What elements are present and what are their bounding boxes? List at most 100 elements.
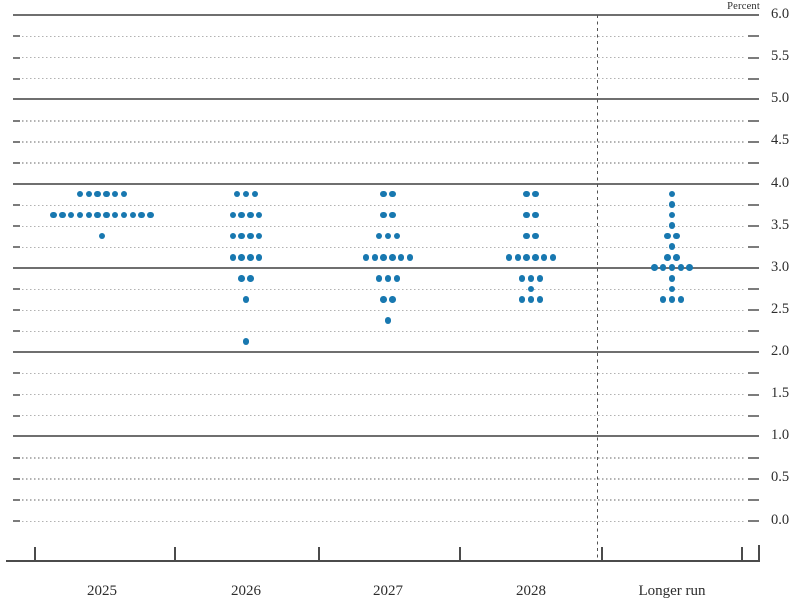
projection-dot bbox=[103, 190, 110, 198]
y-minor-tick-left bbox=[13, 477, 20, 480]
y-minor-tick-left bbox=[13, 456, 20, 459]
projection-dot bbox=[247, 274, 254, 282]
projection-dot bbox=[532, 190, 539, 198]
x-axis-tick bbox=[174, 547, 176, 561]
y-minor-tick-left bbox=[13, 35, 20, 38]
projection-dot bbox=[255, 253, 263, 261]
y-minor-tick-right bbox=[748, 477, 759, 480]
gridline-dotted bbox=[22, 330, 744, 333]
projection-dot bbox=[664, 253, 671, 261]
y-axis-tick-label: 2.0 bbox=[771, 343, 790, 359]
projection-dot bbox=[523, 211, 530, 219]
projection-dot bbox=[668, 190, 676, 198]
projection-dot bbox=[523, 190, 530, 198]
y-minor-tick-right bbox=[748, 519, 759, 522]
gridline-dotted bbox=[22, 204, 744, 206]
y-axis-tick-label: 1.5 bbox=[771, 385, 790, 402]
projection-dot bbox=[375, 232, 383, 240]
projection-dot bbox=[380, 211, 387, 219]
projection-dot bbox=[668, 285, 676, 293]
projection-dot bbox=[668, 264, 676, 272]
projection-dot bbox=[242, 296, 250, 303]
projection-dot bbox=[389, 253, 396, 261]
projection-dot bbox=[255, 232, 263, 240]
projection-dot bbox=[111, 190, 119, 198]
projection-dot bbox=[536, 296, 544, 303]
projection-dot bbox=[659, 264, 667, 272]
projection-dot bbox=[527, 274, 535, 282]
y-minor-tick-right bbox=[748, 35, 759, 38]
x-axis-line bbox=[6, 560, 760, 562]
projection-dot bbox=[138, 211, 145, 219]
projection-dot bbox=[242, 338, 250, 345]
projection-dot bbox=[380, 253, 387, 261]
y-minor-tick-left bbox=[13, 330, 20, 333]
projection-dot bbox=[393, 232, 401, 240]
projection-dot bbox=[677, 296, 685, 303]
projection-dot bbox=[229, 211, 237, 219]
projection-dot bbox=[532, 211, 539, 219]
x-axis-tick bbox=[459, 547, 461, 561]
y-axis-tick-label: 5.0 bbox=[771, 90, 790, 107]
x-axis-tick bbox=[601, 547, 603, 561]
y-minor-tick-right bbox=[748, 456, 759, 459]
projection-dot bbox=[247, 232, 254, 240]
gridline-solid bbox=[13, 98, 759, 101]
longer-run-separator-line bbox=[597, 15, 599, 561]
projection-dot bbox=[371, 253, 379, 261]
x-axis-label: 2027 bbox=[373, 583, 403, 599]
gridline-dotted bbox=[22, 415, 744, 417]
y-minor-tick-left bbox=[13, 519, 20, 522]
y-axis-tick-label: 2.5 bbox=[771, 300, 790, 317]
gridline-dotted bbox=[22, 499, 744, 501]
projection-dot bbox=[247, 211, 254, 219]
projection-dot bbox=[514, 253, 522, 261]
x-axis-label: Longer run bbox=[638, 583, 706, 599]
projection-dot bbox=[98, 232, 106, 240]
y-minor-tick-left bbox=[13, 246, 20, 249]
projection-dot bbox=[668, 296, 676, 303]
y-minor-tick-right bbox=[748, 393, 759, 396]
gridline-dotted bbox=[22, 309, 744, 312]
y-axis-tick-label: 6.0 bbox=[771, 6, 790, 22]
projection-dot bbox=[375, 274, 383, 282]
projection-dot bbox=[664, 232, 671, 240]
projection-dot bbox=[247, 253, 254, 261]
projection-dot bbox=[397, 253, 405, 261]
x-axis-label: 2025 bbox=[87, 583, 117, 599]
y-axis-tick-label: 0.0 bbox=[771, 511, 790, 528]
projection-dot bbox=[668, 211, 676, 219]
y-axis-tick-label: 3.5 bbox=[771, 216, 790, 233]
projection-dot bbox=[380, 190, 387, 198]
y-minor-tick-right bbox=[748, 414, 759, 417]
y-minor-tick-left bbox=[13, 309, 20, 312]
y-minor-tick-left bbox=[13, 140, 20, 143]
x-axis-label: 2028 bbox=[516, 583, 546, 599]
y-minor-tick-left bbox=[13, 414, 20, 417]
y-axis-tick-label: 3.0 bbox=[771, 258, 790, 275]
projection-dot bbox=[536, 274, 544, 282]
projection-dot bbox=[389, 211, 396, 219]
projection-dot bbox=[120, 211, 128, 219]
projection-dot bbox=[677, 264, 685, 272]
projection-dot bbox=[384, 317, 392, 324]
gridline-dotted bbox=[22, 141, 744, 143]
projection-dot bbox=[668, 222, 676, 229]
y-minor-tick-right bbox=[748, 246, 759, 249]
x-axis-tick bbox=[741, 547, 743, 561]
projection-dot bbox=[673, 253, 680, 261]
y-minor-tick-right bbox=[748, 140, 759, 143]
projection-dot bbox=[532, 253, 539, 261]
y-minor-tick-left bbox=[13, 77, 20, 80]
projection-dot bbox=[523, 253, 530, 261]
projection-dot bbox=[686, 264, 693, 272]
projection-dot bbox=[238, 232, 245, 240]
gridline-solid bbox=[13, 351, 759, 353]
y-minor-tick-right bbox=[748, 372, 759, 375]
projection-dot bbox=[147, 211, 154, 219]
projection-dot bbox=[380, 296, 387, 303]
projection-dot bbox=[668, 274, 676, 282]
y-axis-tick-label: 4.0 bbox=[771, 174, 790, 191]
gridline-dotted bbox=[22, 225, 744, 227]
projection-dot bbox=[76, 211, 84, 219]
